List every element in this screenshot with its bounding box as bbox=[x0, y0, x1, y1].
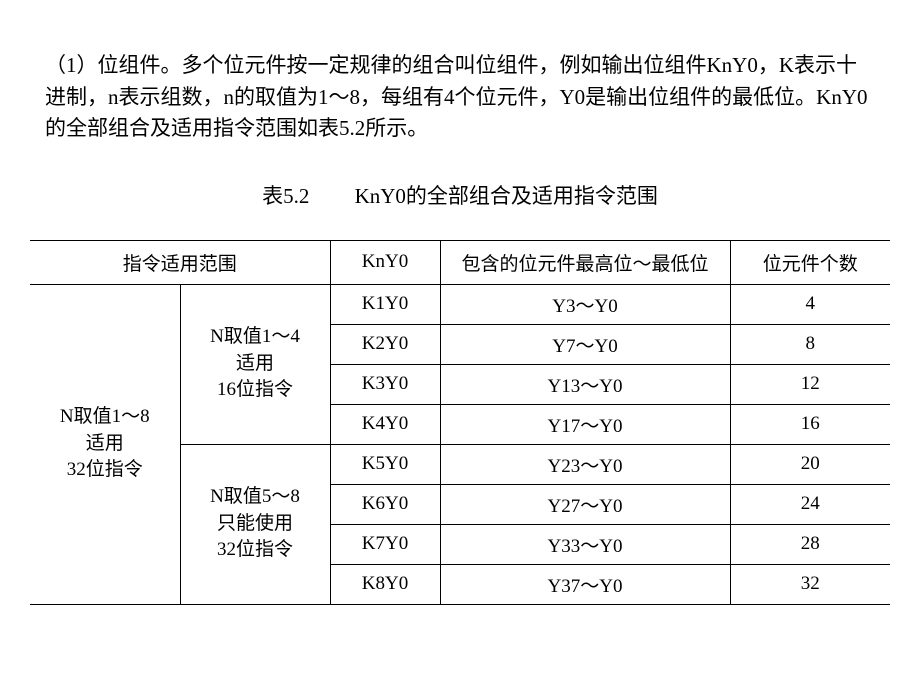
cell-kny0: K2Y0 bbox=[330, 324, 440, 364]
cell-count: 32 bbox=[730, 564, 890, 604]
cell-kny0: K6Y0 bbox=[330, 484, 440, 524]
header-range: 包含的位元件最高位～最低位 bbox=[440, 240, 730, 284]
cell-kny0: K5Y0 bbox=[330, 444, 440, 484]
cell-range: Y23～Y0 bbox=[440, 444, 730, 484]
header-kny0: KnY0 bbox=[330, 240, 440, 284]
header-scope: 指令适用范围 bbox=[30, 240, 330, 284]
cell-range: Y13～Y0 bbox=[440, 364, 730, 404]
table-body: N取值1～8适用32位指令 N取值1～4适用16位指令 K1Y0 Y3～Y0 4… bbox=[30, 284, 890, 604]
cell-kny0: K3Y0 bbox=[330, 364, 440, 404]
table-row: N取值1～8适用32位指令 N取值1～4适用16位指令 K1Y0 Y3～Y0 4 bbox=[30, 284, 890, 324]
main-table: 指令适用范围 KnY0 包含的位元件最高位～最低位 位元件个数 N取值1～8适用… bbox=[30, 240, 890, 605]
cell-kny0: K7Y0 bbox=[330, 524, 440, 564]
group-outer-cell: N取值1～8适用32位指令 bbox=[30, 284, 180, 604]
cell-count: 20 bbox=[730, 444, 890, 484]
cell-kny0: K1Y0 bbox=[330, 284, 440, 324]
caption-label: 表5.2 bbox=[262, 184, 309, 208]
cell-count: 24 bbox=[730, 484, 890, 524]
cell-range: Y37～Y0 bbox=[440, 564, 730, 604]
cell-kny0: K8Y0 bbox=[330, 564, 440, 604]
group-inner-2-cell: N取值5～8只能使用32位指令 bbox=[180, 444, 330, 604]
cell-range: Y33～Y0 bbox=[440, 524, 730, 564]
header-count: 位元件个数 bbox=[730, 240, 890, 284]
cell-range: Y27～Y0 bbox=[440, 484, 730, 524]
caption-title: KnY0的全部组合及适用指令范围 bbox=[355, 184, 658, 208]
cell-range: Y3～Y0 bbox=[440, 284, 730, 324]
cell-count: 16 bbox=[730, 404, 890, 444]
cell-count: 8 bbox=[730, 324, 890, 364]
cell-count: 12 bbox=[730, 364, 890, 404]
group-inner-1-cell: N取值1～4适用16位指令 bbox=[180, 284, 330, 444]
cell-count: 28 bbox=[730, 524, 890, 564]
cell-count: 4 bbox=[730, 284, 890, 324]
cell-range: Y17～Y0 bbox=[440, 404, 730, 444]
intro-paragraph: （1）位组件。多个位元件按一定规律的组合叫位组件，例如输出位组件KnY0，K表示… bbox=[30, 50, 890, 145]
table-caption: 表5.2 KnY0的全部组合及适用指令范围 bbox=[30, 180, 890, 210]
cell-range: Y7～Y0 bbox=[440, 324, 730, 364]
table-header-row: 指令适用范围 KnY0 包含的位元件最高位～最低位 位元件个数 bbox=[30, 240, 890, 284]
cell-kny0: K4Y0 bbox=[330, 404, 440, 444]
